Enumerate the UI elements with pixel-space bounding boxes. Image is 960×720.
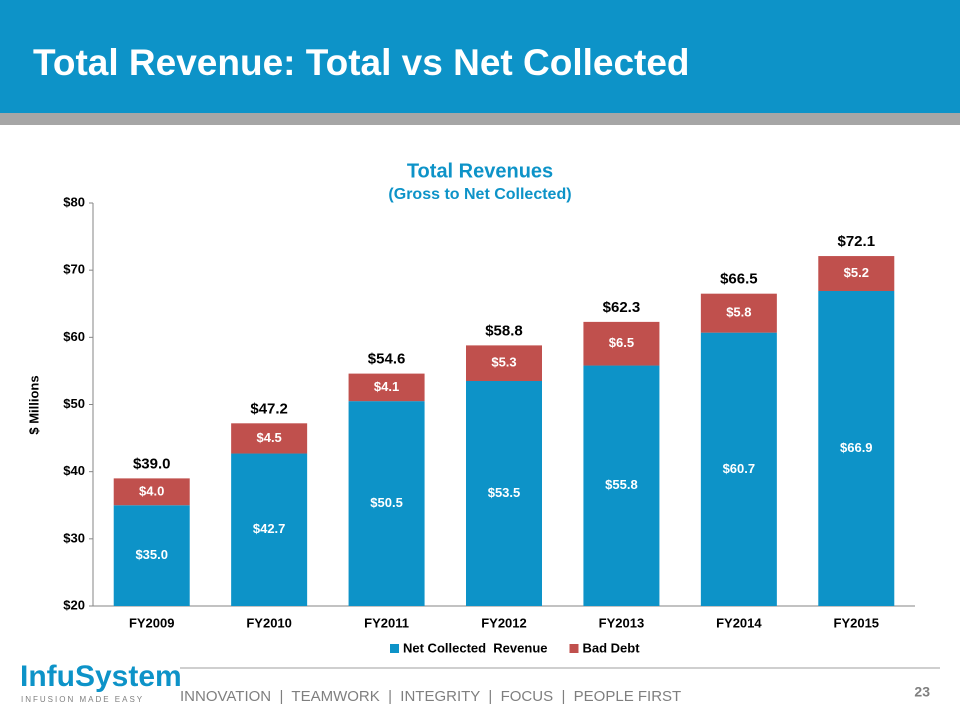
bar-segment [231, 423, 308, 454]
x-tick-label: FY2013 [599, 615, 645, 630]
y-tick-label: $40 [63, 463, 85, 478]
bar-segment [583, 321, 660, 366]
x-tick-label: FY2015 [834, 615, 880, 630]
data-label: $66.9 [840, 440, 873, 455]
data-label: $53.5 [488, 485, 521, 500]
y-tick-label: $30 [63, 530, 85, 545]
total-label: $72.1 [838, 233, 876, 250]
page-number: 23 [914, 684, 930, 700]
chart-title: Total Revenues [407, 160, 553, 182]
bar-segment [583, 365, 660, 606]
data-label: $42.7 [253, 521, 286, 536]
data-label: $50.5 [370, 495, 403, 510]
slide-title: Total Revenue: Total vs Net Collected [33, 42, 690, 83]
bar-segment [348, 401, 425, 606]
bar-segment [113, 505, 190, 606]
data-label: $60.7 [723, 461, 756, 476]
y-tick-label: $60 [63, 329, 85, 344]
bar-segment [818, 290, 895, 606]
x-tick-label: FY2009 [129, 615, 175, 630]
total-label: $39.0 [133, 455, 171, 472]
legend-swatch [569, 644, 579, 653]
y-tick-label: $80 [63, 194, 85, 209]
y-tick-label: $50 [63, 396, 85, 411]
bar-segment [818, 256, 895, 291]
legend-swatch [390, 644, 399, 653]
data-label: $4.1 [374, 379, 399, 394]
bar-segment [466, 345, 542, 381]
logo-tagline: INFUSION MADE EASY [21, 695, 144, 704]
bar-segment [113, 478, 190, 506]
y-tick-label: $70 [63, 262, 85, 277]
x-tick-label: FY2012 [481, 615, 527, 630]
data-label: $4.0 [139, 483, 164, 498]
bar-segment [348, 373, 425, 402]
data-label: $5.3 [491, 355, 516, 370]
total-label: $58.8 [485, 322, 523, 339]
footer-motto: INNOVATION | TEAMWORK | INTEGRITY | FOCU… [180, 688, 681, 705]
bar-segment [700, 293, 777, 333]
data-label: $6.5 [609, 335, 634, 350]
header-strip [0, 113, 960, 125]
x-tick-label: FY2014 [716, 615, 762, 630]
header-band [0, 0, 960, 113]
data-label: $35.0 [135, 547, 168, 562]
data-label: $55.8 [605, 477, 638, 492]
x-tick-label: FY2011 [364, 615, 409, 630]
legend-label: Net Collected Revenue [403, 640, 548, 655]
total-label: $66.5 [720, 271, 758, 288]
y-axis-label: $ Millions [26, 375, 41, 434]
total-label: $62.3 [603, 299, 641, 316]
bar-segment [466, 380, 542, 606]
total-label: $54.6 [368, 351, 406, 368]
logo: InfuSystem [20, 660, 182, 693]
legend-label: Bad Debt [583, 640, 641, 655]
bar-segment [700, 332, 777, 606]
total-label: $47.2 [250, 400, 288, 417]
data-label: $5.8 [726, 305, 751, 320]
chart-subtitle: (Gross to Net Collected) [388, 186, 571, 203]
data-label: $5.2 [844, 265, 869, 280]
x-tick-label: FY2010 [246, 615, 292, 630]
data-label: $4.5 [256, 430, 281, 445]
y-tick-label: $20 [63, 597, 85, 612]
bar-segment [231, 453, 308, 606]
